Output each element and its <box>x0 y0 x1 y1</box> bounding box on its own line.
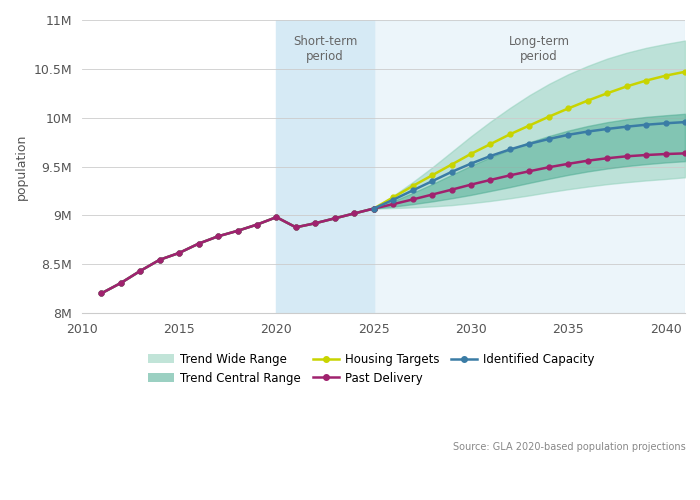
Bar <box>276 20 374 313</box>
Text: Short-term
period: Short-term period <box>293 34 357 62</box>
Text: Source: GLA 2020-based population projections: Source: GLA 2020-based population projec… <box>454 442 686 452</box>
Text: Long-term
period: Long-term period <box>509 34 570 62</box>
Bar <box>374 20 685 313</box>
Y-axis label: population: population <box>15 134 28 200</box>
Legend: Trend Wide Range, Trend Central Range, Housing Targets, Past Delivery, Identifie: Trend Wide Range, Trend Central Range, H… <box>144 348 599 390</box>
